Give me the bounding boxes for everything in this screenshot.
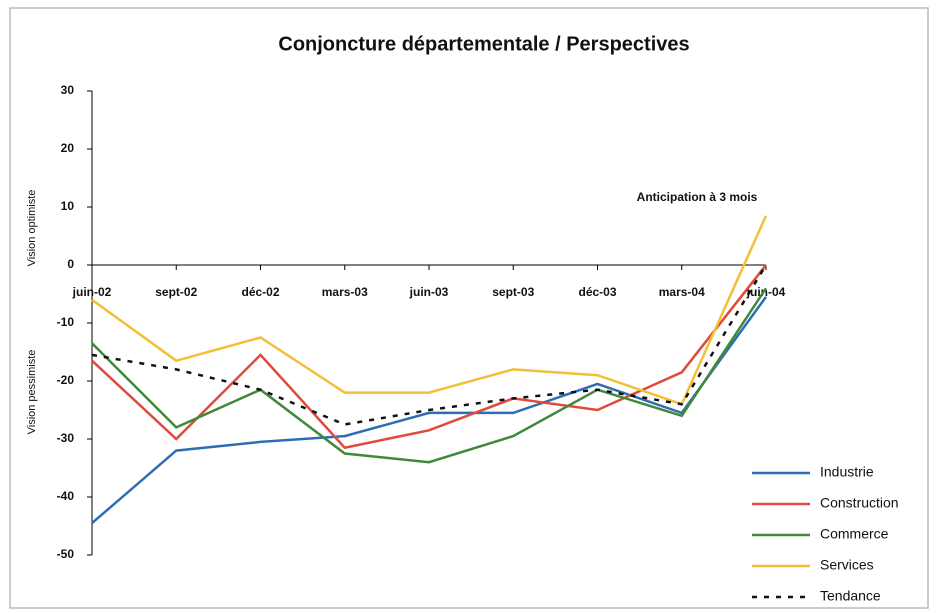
x-tick-label: sept-02 bbox=[155, 285, 197, 299]
y-tick-label: 20 bbox=[61, 141, 75, 155]
y-label-bottom: Vision pessimiste bbox=[26, 350, 38, 435]
y-tick-label: -10 bbox=[57, 315, 75, 329]
series-line bbox=[91, 264, 768, 426]
x-tick-label: mars-03 bbox=[322, 285, 368, 299]
legend-label: Services bbox=[820, 557, 874, 573]
y-tick-label: -40 bbox=[57, 489, 75, 503]
x-tick-label: déc-03 bbox=[578, 285, 616, 299]
series-line bbox=[91, 215, 768, 406]
chart-frame bbox=[9, 7, 929, 609]
legend-label: Tendance bbox=[820, 588, 881, 604]
x-tick-label: sept-03 bbox=[492, 285, 534, 299]
legend-label: Commerce bbox=[820, 526, 889, 542]
x-tick-label: mars-04 bbox=[659, 285, 705, 299]
y-tick-label: 10 bbox=[61, 199, 75, 213]
y-tick-label: -50 bbox=[57, 547, 75, 561]
x-tick-label: juin-02 bbox=[72, 285, 112, 299]
series-line bbox=[91, 264, 767, 450]
x-tick-label: juin-04 bbox=[746, 285, 786, 299]
y-tick-label: -30 bbox=[57, 431, 75, 445]
legend-label: Industrie bbox=[820, 464, 874, 480]
x-tick-label: juin-03 bbox=[409, 285, 449, 299]
chart-title: Conjoncture départementale / Perspective… bbox=[278, 33, 689, 55]
x-tick-label: déc-02 bbox=[241, 285, 279, 299]
y-label-top: Vision optimiste bbox=[26, 190, 38, 267]
y-tick-label: -20 bbox=[57, 373, 75, 387]
series-line bbox=[91, 296, 768, 525]
y-tick-label: 0 bbox=[67, 257, 74, 271]
y-tick-label: 30 bbox=[61, 83, 75, 97]
legend-label: Construction bbox=[820, 495, 899, 511]
annotation: Anticipation à 3 mois bbox=[637, 190, 758, 204]
series-line bbox=[91, 287, 768, 464]
